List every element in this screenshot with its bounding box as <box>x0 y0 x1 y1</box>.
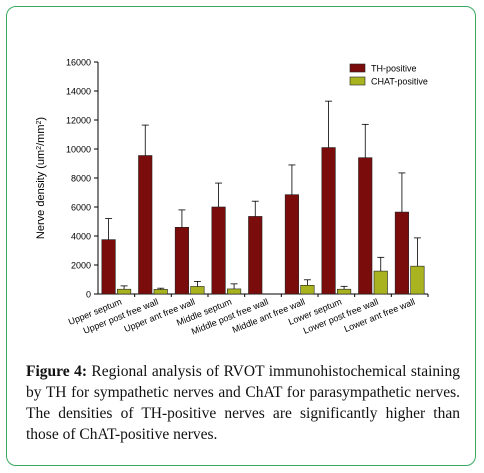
bar-th <box>101 239 116 295</box>
legend-label: CHAT-positive <box>371 77 428 87</box>
chart-bars <box>101 100 425 295</box>
chart-axes: 0200040006000800010000120001400016000Upp… <box>66 58 429 337</box>
y-tick-label: 8000 <box>71 174 91 184</box>
bar-chat <box>337 288 352 295</box>
bar-th <box>138 155 153 295</box>
y-tick-label: 2000 <box>71 261 91 271</box>
y-tick-label: 10000 <box>66 145 91 155</box>
y-tick-label: 0 <box>86 290 91 300</box>
bar-chat <box>153 289 168 295</box>
bar-th <box>248 216 263 295</box>
figure-caption: Figure 4: Regional analysis of RVOT immu… <box>26 361 460 445</box>
legend-swatch <box>349 63 366 73</box>
y-tick-label: 16000 <box>66 58 91 68</box>
bar-th <box>394 211 409 295</box>
chart-legend: TH-positive CHAT-positive <box>349 63 428 87</box>
bar-th <box>358 157 373 295</box>
y-tick-label: 4000 <box>71 232 91 242</box>
y-tick-label: 12000 <box>66 116 91 126</box>
bar-th <box>284 194 299 295</box>
legend-swatch <box>349 76 366 86</box>
bar-chat <box>190 286 205 295</box>
y-axis-label: Nerve density (um2/mm2) <box>35 117 47 239</box>
caption-label: Figure 4: <box>26 363 87 380</box>
y-tick-label: 6000 <box>71 203 91 213</box>
bar-th <box>321 147 336 295</box>
bar-chart: 0200040006000800010000120001400016000Upp… <box>35 58 429 337</box>
y-tick-label: 14000 <box>66 87 91 97</box>
bar-th <box>174 227 189 295</box>
bar-chat <box>373 270 388 295</box>
legend-label: TH-positive <box>371 64 417 74</box>
bar-chat <box>300 284 315 295</box>
bar-chat <box>227 288 242 295</box>
bar-th <box>211 206 226 295</box>
caption-text: Regional analysis of RVOT immunohistoche… <box>26 363 460 443</box>
bar-chat <box>117 288 132 295</box>
bar-chat <box>410 265 425 295</box>
